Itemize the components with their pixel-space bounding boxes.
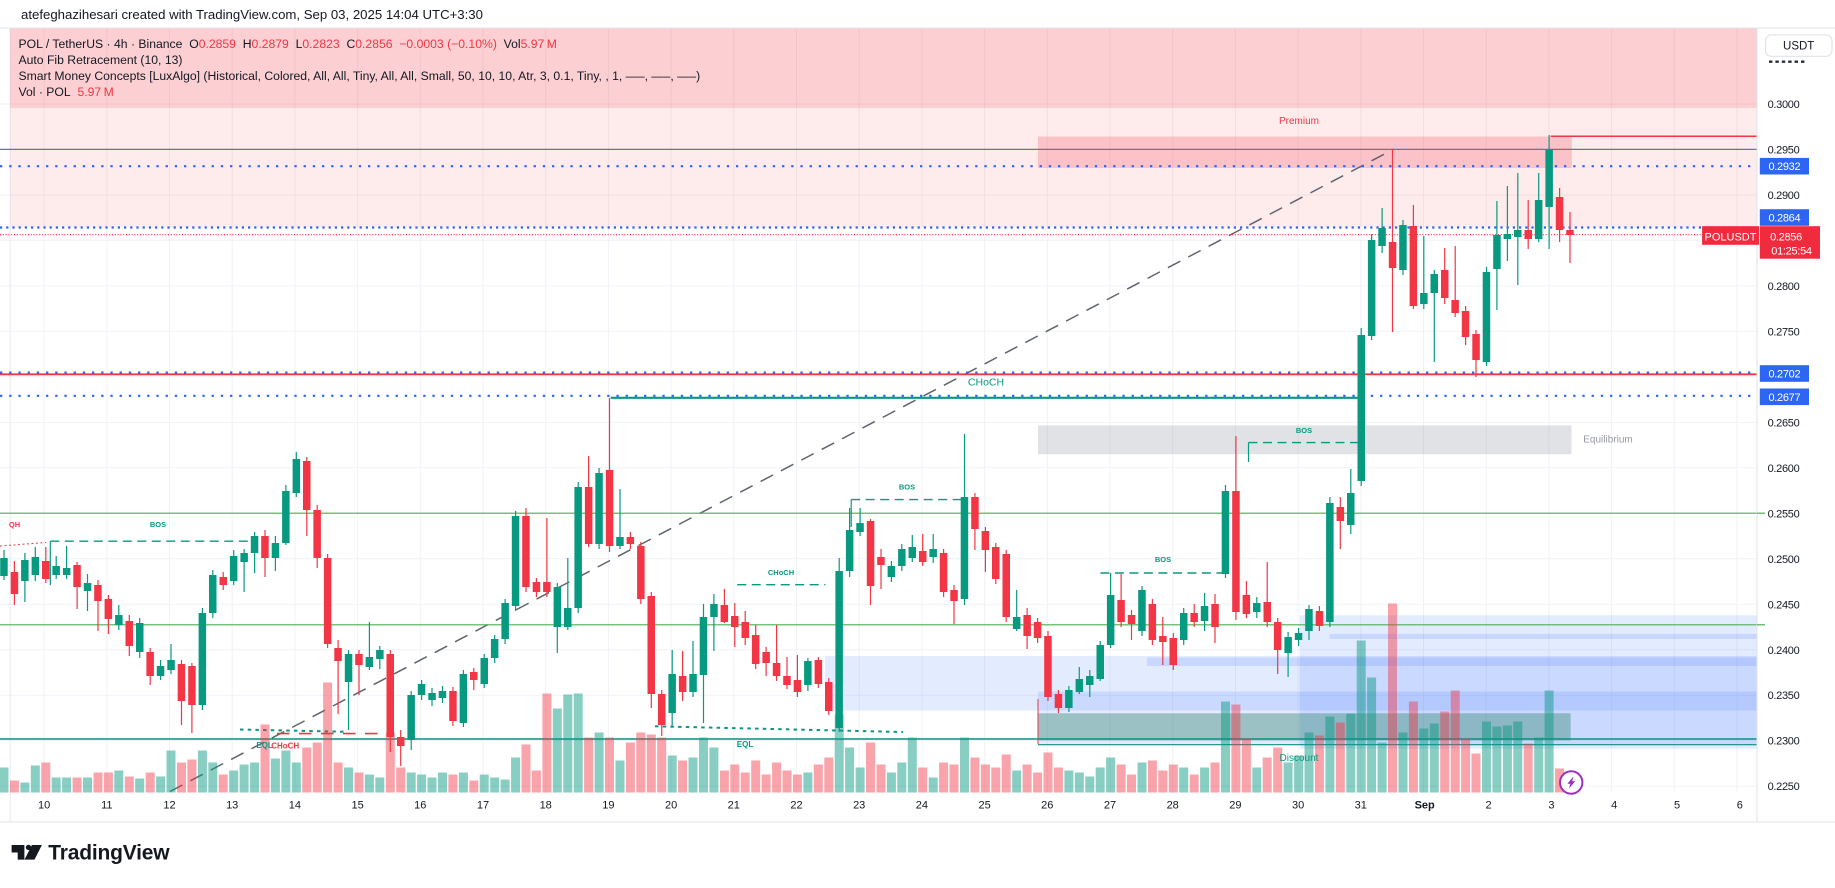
svg-text:POLUSDT: POLUSDT <box>1705 232 1757 244</box>
svg-text:19: 19 <box>602 800 614 812</box>
svg-text:17: 17 <box>477 800 489 812</box>
svg-text:BOS: BOS <box>1296 426 1312 435</box>
svg-text:10: 10 <box>38 800 50 812</box>
svg-text:0.2950: 0.2950 <box>1768 145 1800 157</box>
svg-text:0.2750: 0.2750 <box>1768 326 1800 338</box>
svg-text:POL / TetherUS · 4h · Binance: POL / TetherUS · 4h · Binance O0.2859 H0… <box>19 37 557 51</box>
svg-text:3: 3 <box>1548 800 1554 812</box>
svg-text:0.2250: 0.2250 <box>1768 781 1800 793</box>
svg-text:Sep: Sep <box>1415 800 1435 812</box>
svg-text:22: 22 <box>790 800 802 812</box>
svg-text:Auto Fib Retracement (10, 13): Auto Fib Retracement (10, 13) <box>19 53 183 67</box>
svg-text:4: 4 <box>1611 800 1617 812</box>
svg-text:0.2600: 0.2600 <box>1768 463 1800 475</box>
svg-text:6: 6 <box>1737 800 1743 812</box>
svg-text:TradingView: TradingView <box>48 842 170 865</box>
svg-text:USDT: USDT <box>1783 41 1814 53</box>
svg-text:Discount: Discount <box>1280 753 1319 764</box>
svg-text:Premium: Premium <box>1279 116 1319 127</box>
svg-text:11: 11 <box>101 800 112 812</box>
svg-text:Smart Money Concepts [LuxAlgo]: Smart Money Concepts [LuxAlgo] (Historic… <box>19 69 701 83</box>
svg-text:0.2677: 0.2677 <box>1768 392 1800 404</box>
svg-text:0.2864: 0.2864 <box>1768 213 1800 225</box>
svg-text:31: 31 <box>1355 800 1367 812</box>
svg-text:0.3000: 0.3000 <box>1768 99 1800 111</box>
svg-text:0.2856: 0.2856 <box>1770 232 1802 244</box>
svg-text:BOS: BOS <box>899 483 915 492</box>
svg-text:0.2932: 0.2932 <box>1768 161 1800 173</box>
svg-text:EQL: EQL <box>737 740 754 749</box>
svg-text:01:25:54: 01:25:54 <box>1771 246 1812 258</box>
svg-text:CHoCH: CHoCH <box>968 377 1004 389</box>
svg-text:0.2650: 0.2650 <box>1768 417 1800 429</box>
svg-text:BOS: BOS <box>1155 555 1171 564</box>
svg-text:12: 12 <box>163 800 175 812</box>
svg-text:CHoCH: CHoCH <box>271 742 299 751</box>
svg-text:Equilibrium: Equilibrium <box>1583 434 1632 445</box>
svg-text:EQL: EQL <box>256 741 273 750</box>
svg-text:Vol · POL 5.97 M: Vol · POL 5.97 M <box>19 85 114 99</box>
svg-text:0.2900: 0.2900 <box>1768 190 1800 202</box>
svg-text:26: 26 <box>1041 800 1053 812</box>
svg-text:atefeghazihesari created with: atefeghazihesari created with TradingVie… <box>21 7 483 22</box>
svg-text:5: 5 <box>1674 800 1680 812</box>
svg-text:24: 24 <box>916 800 928 812</box>
svg-text:CHoCH: CHoCH <box>768 568 794 577</box>
svg-text:0.2550: 0.2550 <box>1768 508 1800 520</box>
svg-text:QH: QH <box>9 520 20 529</box>
svg-text:25: 25 <box>978 800 990 812</box>
svg-text:0.2400: 0.2400 <box>1768 645 1800 657</box>
svg-text:18: 18 <box>540 800 552 812</box>
svg-text:23: 23 <box>853 800 865 812</box>
svg-text:0.2800: 0.2800 <box>1768 281 1800 293</box>
svg-text:0.2702: 0.2702 <box>1768 369 1800 381</box>
svg-text:0.2500: 0.2500 <box>1768 554 1800 566</box>
svg-text:2: 2 <box>1486 800 1492 812</box>
svg-text:0.2450: 0.2450 <box>1768 599 1800 611</box>
svg-text:0.2300: 0.2300 <box>1768 736 1800 748</box>
svg-text:0.2350: 0.2350 <box>1768 690 1800 702</box>
svg-text:20: 20 <box>665 800 677 812</box>
svg-text:27: 27 <box>1104 800 1116 812</box>
svg-text:21: 21 <box>728 800 740 812</box>
svg-text:29: 29 <box>1229 800 1241 812</box>
svg-text:30: 30 <box>1292 800 1304 812</box>
svg-text:13: 13 <box>226 800 238 812</box>
svg-text:BOS: BOS <box>150 520 166 529</box>
svg-text:16: 16 <box>414 800 426 812</box>
svg-text:28: 28 <box>1167 800 1179 812</box>
svg-text:15: 15 <box>351 800 363 812</box>
svg-text:14: 14 <box>289 800 301 812</box>
